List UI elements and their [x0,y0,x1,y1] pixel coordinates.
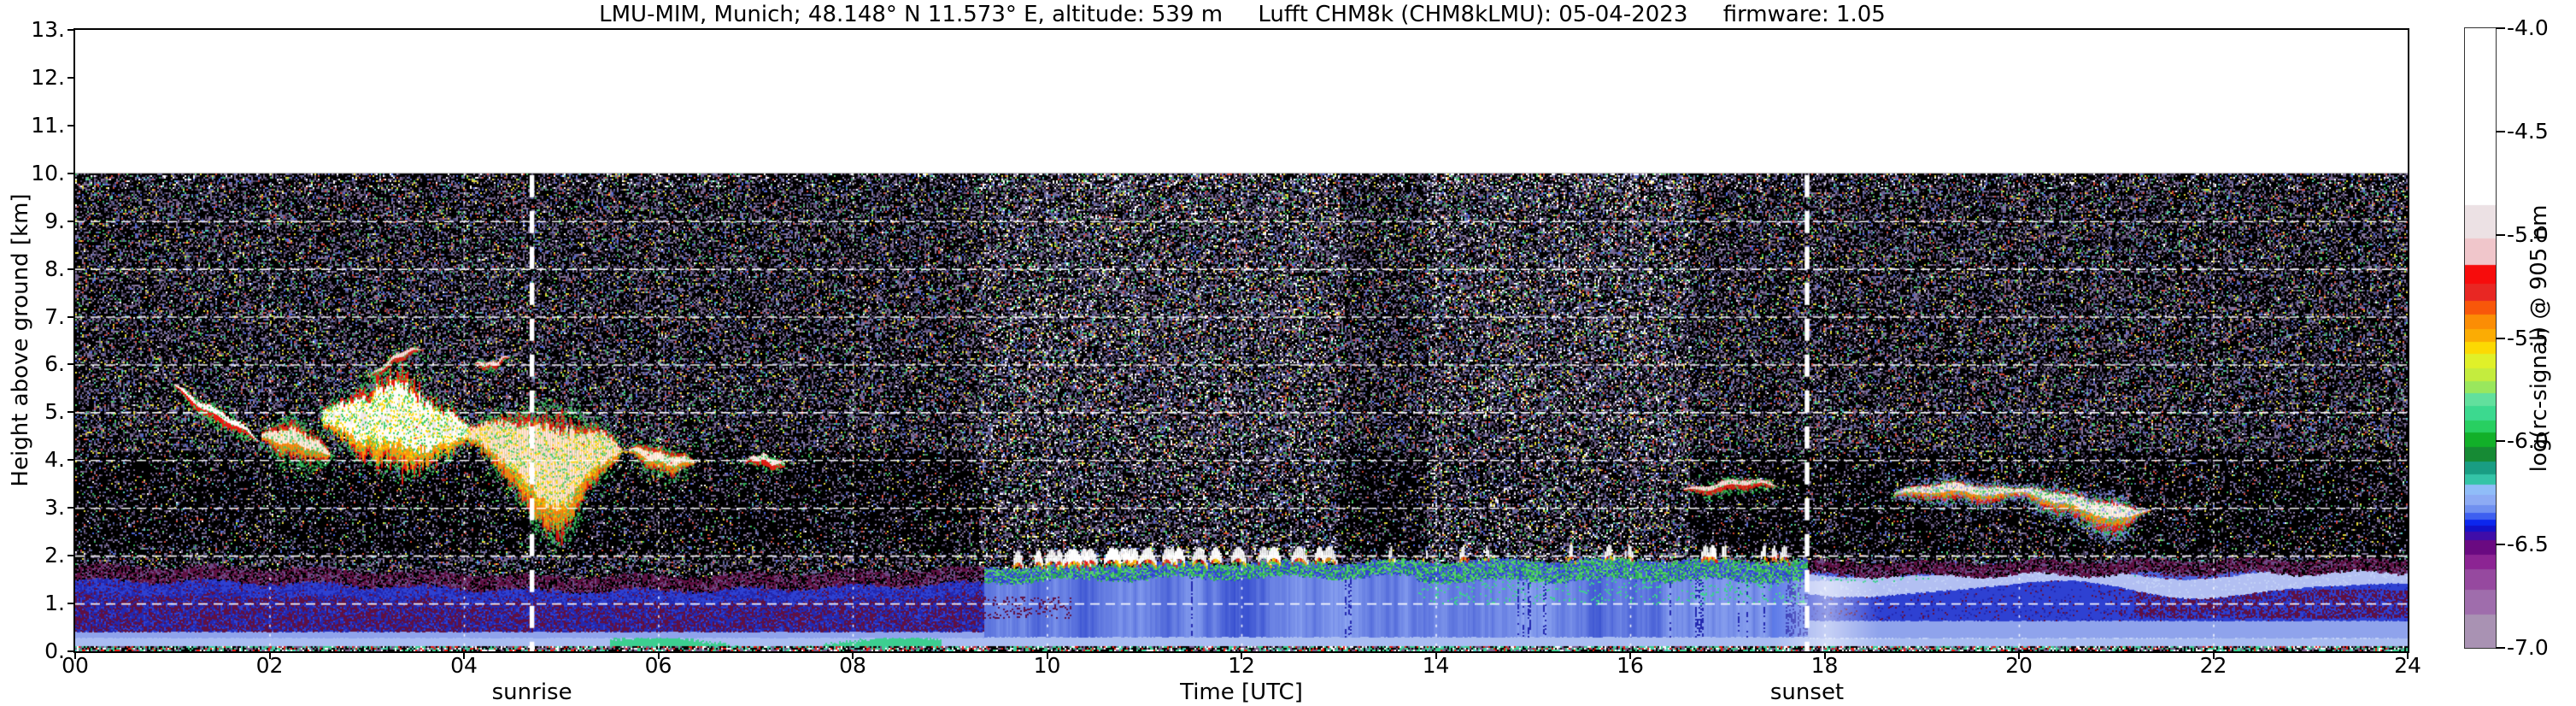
y-tickmark [67,411,75,414]
colorbar-tickmark [2496,27,2505,29]
x-tickmark [2212,651,2215,659]
x-tickmark [2407,651,2409,659]
y-tickmark [67,459,75,462]
y-tick-label: 5. [44,399,65,425]
x-tickmark [268,651,271,659]
colorbar-tickmark [2496,233,2505,236]
y-tickmark [67,124,75,126]
y-tick-label: 1. [44,591,65,616]
y-tickmark [67,172,75,174]
plot-title: LMU-MIM, Munich; 48.148° N 11.573° E, al… [599,2,1886,27]
y-tickmark [67,555,75,557]
colorbar-tick-label: -5.5 [2507,325,2549,350]
heatmap-canvas [75,30,2408,651]
y-tickmark [67,315,75,318]
colorbar-tick-label: -6.5 [2507,532,2549,557]
y-tick-label: 7. [44,303,65,329]
y-tickmark [67,507,75,509]
y-tick-label: 6. [44,351,65,377]
colorbar-canvas [2465,28,2496,648]
sunset-label: sunset [1769,680,1845,705]
y-tick-label: 13. [31,17,65,42]
x-tickmark [1435,651,1437,659]
colorbar-tickmark [2496,440,2505,443]
y-tick-label: 2. [44,543,65,568]
x-tickmark [1823,651,1826,659]
y-tickmark [67,363,75,366]
y-tick-label: 9. [44,208,65,233]
colorbar-tickmark [2496,130,2505,132]
colorbar-tick-label: -6.0 [2507,428,2549,454]
colorbar-tickmark [2496,544,2505,546]
x-tickmark [1629,651,1631,659]
y-tick-label: 12. [31,64,65,90]
y-tickmark [67,29,75,31]
x-tickmark [852,651,854,659]
colorbar-tickmark [2496,337,2505,339]
y-tick-label: 0. [44,638,65,663]
y-tickmark [67,76,75,79]
y-tick-label: 11. [31,112,65,138]
x-tickmark [463,651,465,659]
y-tickmark [67,220,75,222]
y-tick-label: 4. [44,447,65,473]
y-tickmark [67,268,75,270]
colorbar-label: log(rc-signal) @ 905 nm [2526,204,2552,473]
colorbar-tickmark [2496,647,2505,649]
colorbar-tick-label: -5.0 [2507,221,2549,247]
colorbar-tick-label: -7.0 [2507,635,2549,660]
y-tick-label: 8. [44,256,65,281]
y-tickmark [67,650,75,652]
colorbar-tick-label: -4.5 [2507,118,2549,144]
x-tickmark [2018,651,2020,659]
x-tickmark [1241,651,1242,659]
x-tickmark [1046,651,1048,659]
colorbar-tick-label: -4.0 [2507,15,2549,40]
y-tick-label: 10. [31,160,65,185]
x-tickmark [657,651,660,659]
sunrise-label: sunrise [491,680,572,705]
x-tickmark [74,651,76,659]
y-tickmark [67,603,75,605]
y-axis-label: Height above ground [km] [8,193,33,487]
x-axis-label: Time [UTC] [1180,680,1303,705]
y-tick-label: 3. [44,495,65,521]
